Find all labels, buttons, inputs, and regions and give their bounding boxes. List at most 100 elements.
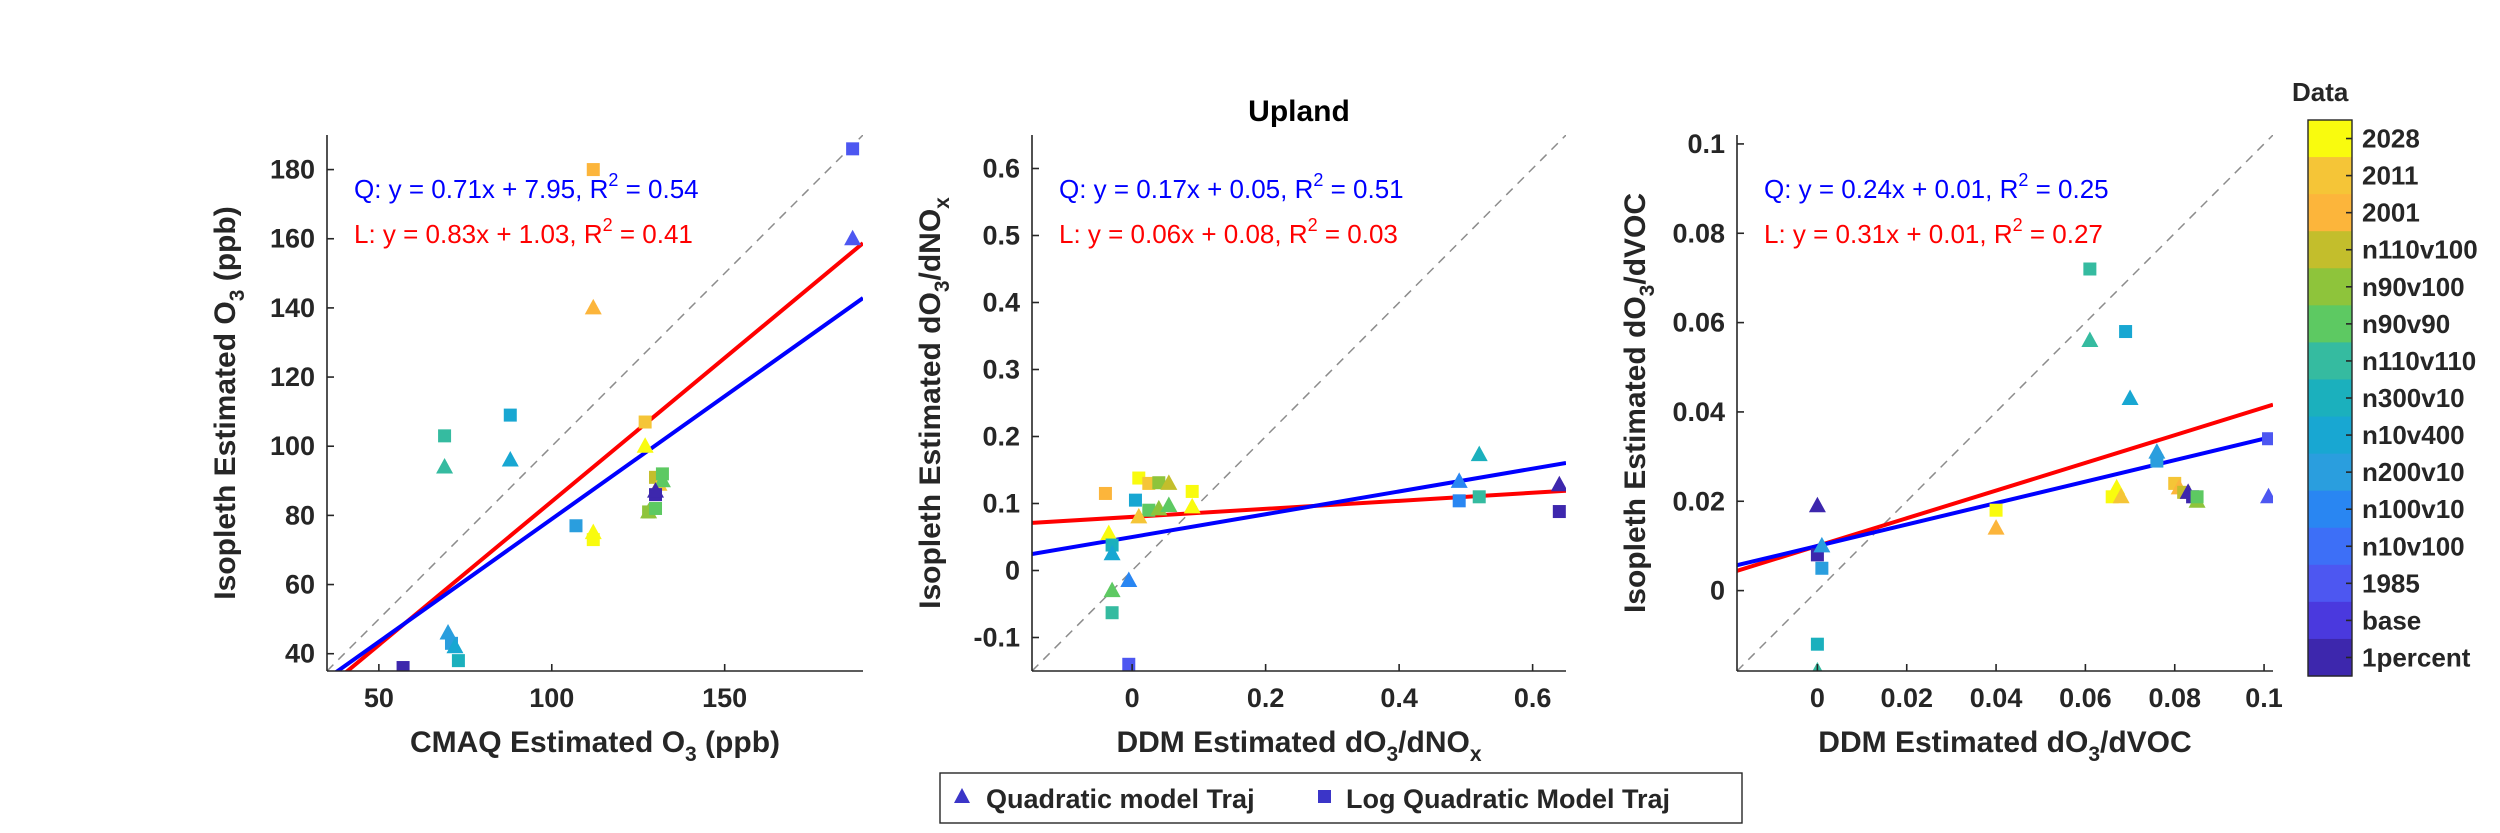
fit-equation-main: L: y = 0.31x + 0.01, R <box>1764 219 2013 249</box>
x-tick-label: 0.4 <box>1380 683 1418 713</box>
y-tick-label: 0.6 <box>982 154 1020 184</box>
fit-line-q <box>1032 460 1566 557</box>
fit-equation-tail: = 0.41 <box>613 219 693 249</box>
data-point-triangle <box>1183 497 1201 514</box>
data-point-triangle <box>1103 581 1121 598</box>
y-axis-label-main: Isopleth Estimated O <box>209 301 242 599</box>
legend-box <box>939 772 1743 824</box>
y-axis-label-sub: 3 <box>931 280 954 292</box>
colorbar-label: n110v100 <box>2362 235 2478 265</box>
data-point-triangle <box>647 482 665 498</box>
colorbar-label: n10v100 <box>2362 531 2465 561</box>
colorbar-swatch <box>2308 490 2352 529</box>
colorbar-swatch <box>2308 416 2352 455</box>
x-tick-label: 0 <box>1125 683 1140 713</box>
x-axis-label-tail: (ppb) <box>697 726 780 759</box>
x-axis-label-main: CMAQ Estimated O <box>410 726 685 759</box>
colorbar-swatch <box>2308 638 2352 677</box>
fit-equation-tail: = 0.51 <box>1323 174 1403 204</box>
data-point-square <box>1122 657 1136 671</box>
y-tick-label: 0.1 <box>1687 129 1725 159</box>
x-axis-label-tail: /dNO <box>1398 726 1470 759</box>
colorbar: 2028 2011 2001 n110v100 n90v100 n90v90 n110v11… <box>2292 77 2478 677</box>
x-axis-label-sub: 3 <box>685 743 697 766</box>
y-tick-label: 0.2 <box>982 422 1020 452</box>
fit-equation-sup: 2 <box>2013 215 2023 235</box>
data-point-triangle <box>1100 524 1118 541</box>
data-point-square <box>396 661 410 671</box>
colorbar-label: n90v90 <box>2362 309 2450 339</box>
data-point-triangle <box>1813 536 1831 553</box>
data-point-square <box>2150 454 2164 468</box>
colorbar-label: 2011 <box>2362 161 2418 191</box>
y-axis-label-tail: /dVOC <box>1619 193 1652 285</box>
data-point-square <box>503 408 517 422</box>
y-tick-label: 180 <box>270 155 315 185</box>
x-tick-label: 0.04 <box>1970 683 2023 713</box>
y-tick-label: 0 <box>1005 556 1020 586</box>
colorbar-label: 1percent <box>2362 642 2471 672</box>
y-tick-label: 80 <box>285 500 315 530</box>
fit-equation-main: L: y = 0.06x + 0.08, R <box>1059 219 1308 249</box>
x-tick-label: 100 <box>529 683 574 713</box>
colorbar-label: n10v400 <box>2362 420 2465 450</box>
data-point-triangle <box>436 457 454 474</box>
colorbar-swatch <box>2308 379 2352 418</box>
colorbar-label: n110v110 <box>2362 346 2476 376</box>
x-tick-label: 150 <box>702 683 747 713</box>
y-axis-label-main: Isopleth Estimated dO <box>1619 296 1652 613</box>
fit-equation-sup: 2 <box>603 215 613 235</box>
x-tick-label: 50 <box>364 683 394 713</box>
marker-legend: Quadratic model Traj Log Quadratic Model … <box>939 772 1743 824</box>
data-point-square <box>1815 561 1829 575</box>
x-tick-label: 0.1 <box>2245 683 2283 713</box>
colorbar-label: n90v100 <box>2362 272 2465 302</box>
x-tick-label: 0.6 <box>1514 683 1552 713</box>
y-axis-label-sub: 3 <box>1636 285 1659 297</box>
y-tick-label: 60 <box>285 570 315 600</box>
fit-equation-l: L: y = 0.06x + 0.08, R2 = 0.03 <box>1059 215 1398 249</box>
x-tick-label: 0.08 <box>2148 683 2201 713</box>
fit-equation-sup: 2 <box>608 170 618 190</box>
panels: 50 100 150 40 60 80 100 120 140 160 180 CMAQ Estima… <box>209 95 2283 766</box>
y-tick-label: 0.1 <box>982 489 1020 519</box>
data-point-triangle <box>1450 472 1468 488</box>
y-axis-label-sub2: x <box>931 197 954 209</box>
data-point-triangle <box>1160 474 1178 490</box>
data-point-square <box>1989 503 2003 517</box>
one-to-one-line <box>1032 135 1566 671</box>
y-tick-label: 0.5 <box>982 221 1020 251</box>
x-axis-label-sub2: x <box>1470 743 1482 766</box>
one-to-one-line <box>1737 135 2273 671</box>
data-point-triangle <box>1103 544 1121 561</box>
y-axis-label: Isopleth Estimated dO3/dNOx <box>914 197 954 609</box>
data-point-triangle <box>1470 445 1488 462</box>
x-tick-label: 0.2 <box>1247 683 1285 713</box>
fit-equation-tail: = 0.03 <box>1318 219 1398 249</box>
data-point-triangle <box>1160 496 1178 513</box>
legend-triangle-icon <box>954 788 970 803</box>
fit-line-q <box>1737 434 2273 568</box>
legend-label-quadratic: Quadratic model Traj <box>986 784 1255 814</box>
y-tick-label: 0.08 <box>1672 218 1725 248</box>
y-tick-label: 160 <box>270 224 315 254</box>
x-tick-label: 0.02 <box>1880 683 1933 713</box>
x-axis-label: DDM Estimated dO3/dVOC <box>1818 726 2191 766</box>
fit-equation-q: Q: y = 0.17x + 0.05, R2 = 0.51 <box>1059 170 1404 204</box>
fit-equation-main: L: y = 0.83x + 1.03, R <box>354 219 603 249</box>
data-point-square <box>586 163 600 177</box>
fit-equation-q: Q: y = 0.71x + 7.95, R2 = 0.54 <box>354 170 699 204</box>
x-axis-label-tail: /dVOC <box>2100 726 2192 759</box>
fit-equation-q: Q: y = 0.24x + 0.01, R2 = 0.25 <box>1764 170 2109 204</box>
data-point-square <box>451 654 465 668</box>
panel-1: 50 100 150 40 60 80 100 120 140 160 180 CMAQ Estima… <box>209 135 863 766</box>
colorbar-label: base <box>2362 605 2421 635</box>
colorbar-swatch <box>2308 194 2352 232</box>
data-point-square <box>649 501 663 515</box>
fit-equation-tail: = 0.25 <box>2028 174 2108 204</box>
data-point-square <box>2083 262 2097 276</box>
data-point-triangle <box>1130 507 1148 524</box>
legend-label-log-quadratic: Log Quadratic Model Traj <box>1346 784 1670 814</box>
data-point-square <box>2119 325 2133 339</box>
